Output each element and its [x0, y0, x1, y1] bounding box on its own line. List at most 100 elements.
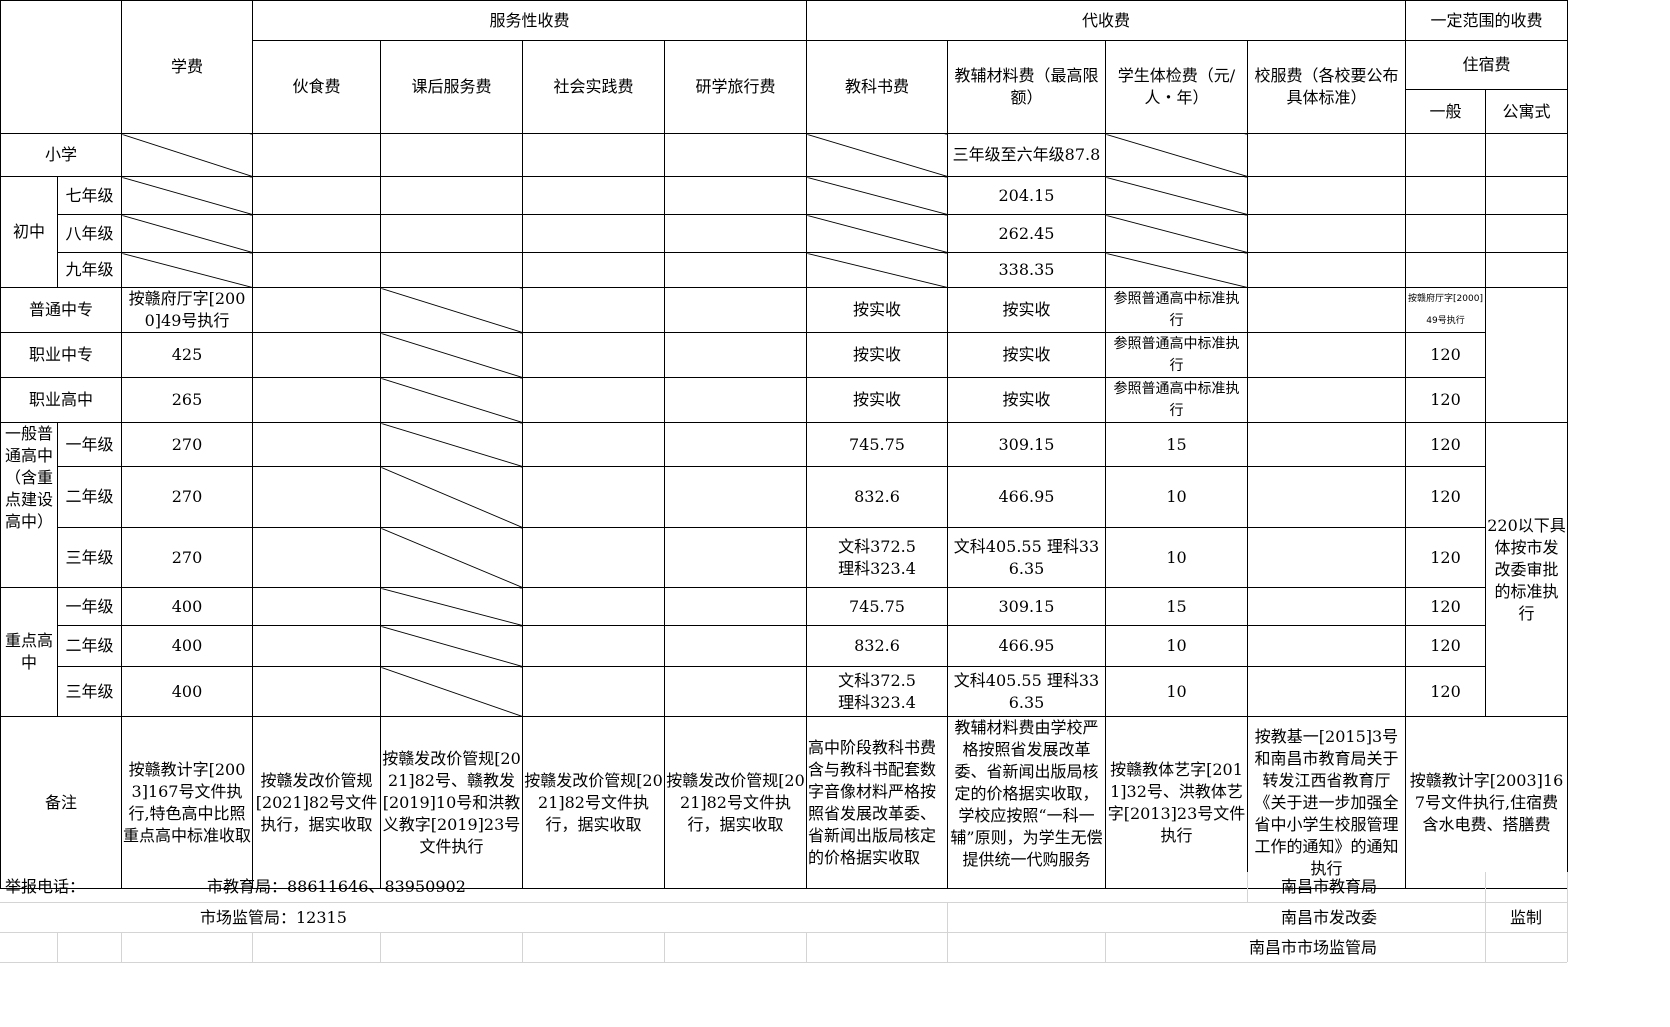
tuition-cell: 400: [121, 625, 253, 667]
aux-cell: 按实收: [947, 287, 1106, 333]
health-cell: 参照普通高中标准执行: [1105, 332, 1248, 378]
textbook-cell: 832.6: [806, 466, 948, 528]
header-service-group: 服务性收费: [252, 0, 807, 41]
empty-cell: [380, 252, 523, 288]
grade-label: 三年级: [57, 527, 122, 588]
aux-cell: 按实收: [947, 377, 1106, 423]
empty-cell: [1405, 133, 1486, 177]
grade-label: 二年级: [57, 625, 122, 667]
textbook-cell: 文科372.5 理科323.4: [806, 666, 948, 717]
row-label-vocational-high: 职业高中: [0, 377, 122, 423]
primary-aux: 三年级至六年级87.8: [947, 133, 1106, 177]
empty-cell: [1247, 214, 1406, 253]
empty-cell: [664, 527, 807, 588]
empty-cell: [252, 587, 381, 626]
textbook-cell: 745.75: [806, 422, 948, 467]
note-food: 按赣发改价管规[2021]82号文件执行，据实收取: [252, 716, 381, 889]
lodging-cell: 120: [1405, 625, 1486, 667]
empty-cell: [522, 252, 665, 288]
empty-cell: [1247, 252, 1406, 288]
health-cell: 参照普通高中标准执行: [1105, 287, 1248, 333]
not-applicable-cell: [380, 666, 523, 717]
lodging-cell: 120: [1405, 466, 1486, 528]
edu-phone: 市教育局：88611646、83950902: [207, 877, 466, 896]
header-uniform: 校服费（各校要公布具体标准）: [1247, 40, 1406, 134]
not-applicable-cell: [1105, 176, 1248, 215]
empty-cell: [1247, 625, 1406, 667]
empty-cell: [664, 176, 807, 215]
empty-cell: [252, 287, 381, 333]
aux-cell: 309.15: [947, 422, 1106, 467]
empty-cell: [522, 587, 665, 626]
corner-cell: [0, 0, 122, 134]
issuer-market: 南昌市市场监管局: [1248, 938, 1377, 957]
textbook-cell: 按实收: [806, 287, 948, 333]
not-applicable-cell: [121, 133, 253, 177]
empty-cell: [522, 332, 665, 378]
lodging-cell: 120: [1405, 527, 1486, 588]
health-cell: 10: [1105, 527, 1248, 588]
not-applicable-cell: [121, 176, 253, 215]
empty-cell: [1247, 287, 1406, 333]
header-after-school: 课后服务费: [380, 40, 523, 134]
note-social: 按赣发改价管规[2021]82号文件执行，据实收取: [522, 716, 665, 889]
empty-cell: [522, 625, 665, 667]
textbook-cell: 按实收: [806, 332, 948, 378]
grade-label: 七年级: [57, 176, 122, 215]
header-study-tour: 研学旅行费: [664, 40, 807, 134]
empty-cell: [252, 466, 381, 528]
row-label-vocational-tech: 职业中专: [0, 332, 122, 378]
header-apartment: 公寓式: [1485, 89, 1568, 134]
empty-cell: [522, 466, 665, 528]
health-cell: 参照普通高中标准执行: [1105, 377, 1248, 423]
empty-cell: [1405, 252, 1486, 288]
empty-cell: [252, 214, 381, 253]
empty-cell: [664, 625, 807, 667]
grade-label: 二年级: [57, 466, 122, 528]
empty-cell: [664, 422, 807, 467]
empty-cell: [522, 287, 665, 333]
hotline-label: 举报电话：: [5, 877, 86, 896]
health-cell: 10: [1105, 466, 1248, 528]
empty-cell: [1247, 666, 1406, 717]
not-applicable-cell: [806, 252, 948, 288]
aux-cell: 按实收: [947, 332, 1106, 378]
supervised-label: 监制: [1510, 908, 1543, 927]
empty-cell: [522, 666, 665, 717]
empty-cell: [522, 377, 665, 423]
health-cell: 15: [1105, 587, 1248, 626]
empty-cell: [380, 214, 523, 253]
empty-cell: [1485, 176, 1568, 215]
header-health-check: 学生体检费（元/人・年）: [1105, 40, 1248, 134]
row-label-primary: 小学: [0, 133, 122, 177]
empty-cell: [252, 625, 381, 667]
textbook-cell: 745.75: [806, 587, 948, 626]
empty-cell: [252, 377, 381, 423]
health-cell: 10: [1105, 625, 1248, 667]
grade-label: 八年级: [57, 214, 122, 253]
empty-cell: [380, 176, 523, 215]
not-applicable-cell: [806, 176, 948, 215]
empty-cell: [1247, 466, 1406, 528]
empty-cell: [522, 176, 665, 215]
note-study-tour: 按赣发改价管规[2021]82号文件执行，据实收取: [664, 716, 807, 889]
lodging-cell: 120: [1405, 587, 1486, 626]
empty-cell: [252, 422, 381, 467]
note-health: 按赣教体艺字[2011]32号、洪教体艺字[2013]23号文件执行: [1105, 716, 1248, 889]
not-applicable-cell: [380, 332, 523, 378]
empty-cell: [252, 252, 381, 288]
empty-cell: [252, 527, 381, 588]
header-lodging: 住宿费: [1405, 40, 1568, 90]
tuition-cell: 270: [121, 422, 253, 467]
not-applicable-cell: [1105, 133, 1248, 177]
footer: 举报电话： 市教育局：88611646、83950902 市场监管局：12315…: [0, 872, 1568, 963]
note-lodging: 按赣教计字[2003]167号文件执行,住宿费含水电费、搭膳费: [1405, 716, 1568, 889]
header-social-practice: 社会实践费: [522, 40, 665, 134]
empty-cell: [1485, 133, 1568, 177]
issuer-education: 南昌市教育局: [1280, 877, 1377, 896]
not-applicable-cell: [380, 466, 523, 528]
aux-cell: 309.15: [947, 587, 1106, 626]
tuition-cell: 265: [121, 377, 253, 423]
header-textbook: 教科书费: [806, 40, 948, 134]
empty-cell: [252, 332, 381, 378]
